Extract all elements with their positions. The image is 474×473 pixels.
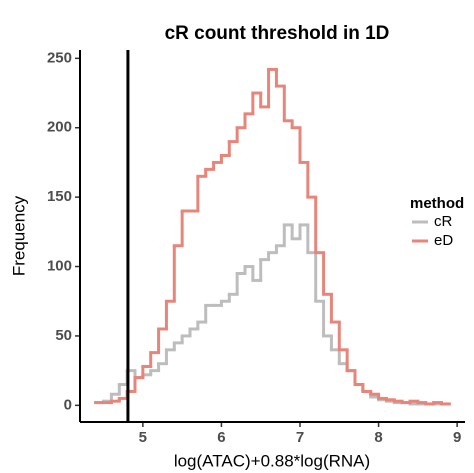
y-tick-label: 0 <box>64 396 72 413</box>
y-tick-label: 200 <box>47 119 72 136</box>
legend-label: eD <box>434 232 453 249</box>
chart-title: cR count threshold in 1D <box>165 23 390 44</box>
x-tick-label: 5 <box>139 429 147 446</box>
x-tick-label: 7 <box>296 429 304 446</box>
legend-title: method <box>410 195 464 212</box>
y-tick-label: 250 <box>47 49 72 66</box>
y-axis-label: Frequency <box>9 195 28 276</box>
x-tick-label: 6 <box>217 429 225 446</box>
y-tick-label: 150 <box>47 188 72 205</box>
x-tick-label: 8 <box>374 429 382 446</box>
legend-label: cR <box>434 213 453 230</box>
x-axis-label: log(ATAC)+0.88*log(RNA) <box>174 451 370 470</box>
y-tick-label: 50 <box>55 327 72 344</box>
y-tick-label: 100 <box>47 258 72 275</box>
x-tick-label: 9 <box>453 429 461 446</box>
